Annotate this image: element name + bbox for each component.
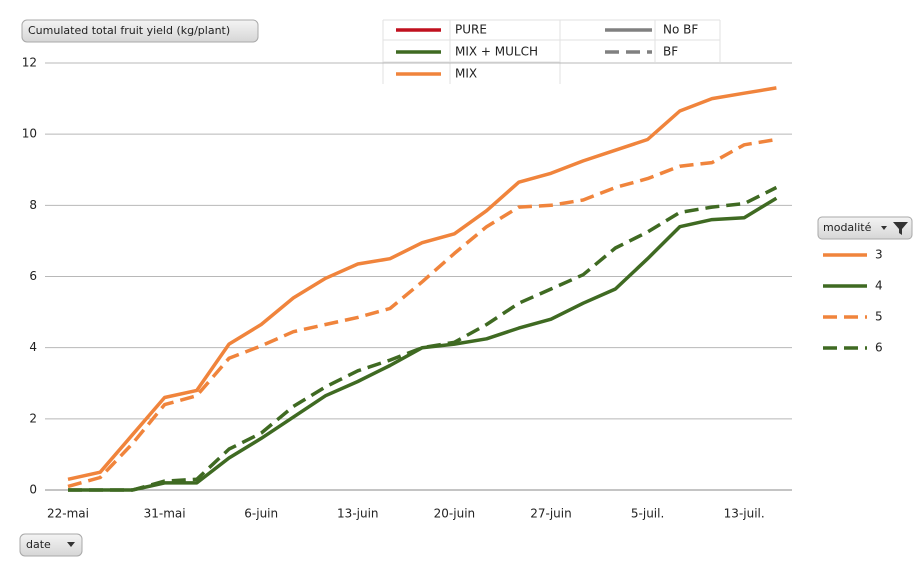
series-line [67, 137, 777, 489]
y-tick-label: 2 [29, 411, 37, 425]
y-tick-label: 6 [29, 269, 37, 283]
key-label: MIX + MULCH [455, 45, 538, 59]
x-field-label: date [26, 538, 51, 551]
x-field-button[interactable] [19, 533, 83, 557]
y-tick-label: 12 [22, 56, 37, 70]
title-button[interactable] [21, 19, 259, 43]
x-tick-label: 22-mai [47, 507, 89, 521]
chart-title: Cumulated total fruit yield (kg/plant) [28, 24, 230, 37]
style-label: BF [663, 45, 678, 59]
x-tick-label: 27-juin [530, 507, 571, 521]
legend-label: 3 [875, 248, 883, 262]
filter-icon [881, 222, 908, 235]
y-tick-label: 4 [29, 340, 37, 354]
x-tick-label: 5-juil. [631, 507, 664, 521]
legend-label: 6 [875, 341, 883, 355]
key-label: PURE [455, 23, 487, 37]
y-tick-label: 0 [29, 483, 37, 497]
legend-label: 4 [875, 279, 883, 293]
series-line [67, 86, 777, 482]
y-tick-label: 8 [29, 198, 37, 212]
dropdown-arrow [67, 542, 75, 547]
series-line [68, 196, 778, 492]
x-tick-label: 13-juil. [724, 507, 765, 521]
key-label: MIX [455, 67, 477, 81]
x-tick-label: 6-juin [244, 507, 278, 521]
legend-label: 5 [875, 310, 883, 324]
x-tick-label: 31-mai [144, 507, 186, 521]
series-line [68, 185, 778, 492]
top-legend [382, 19, 721, 84]
legend-field-button[interactable] [817, 216, 913, 240]
y-tick-label: 10 [22, 127, 37, 141]
style-label: No BF [663, 23, 698, 37]
x-tick-label: 13-juin [337, 507, 378, 521]
x-tick-label: 20-juin [434, 507, 475, 521]
legend-title: modalité [823, 221, 872, 234]
